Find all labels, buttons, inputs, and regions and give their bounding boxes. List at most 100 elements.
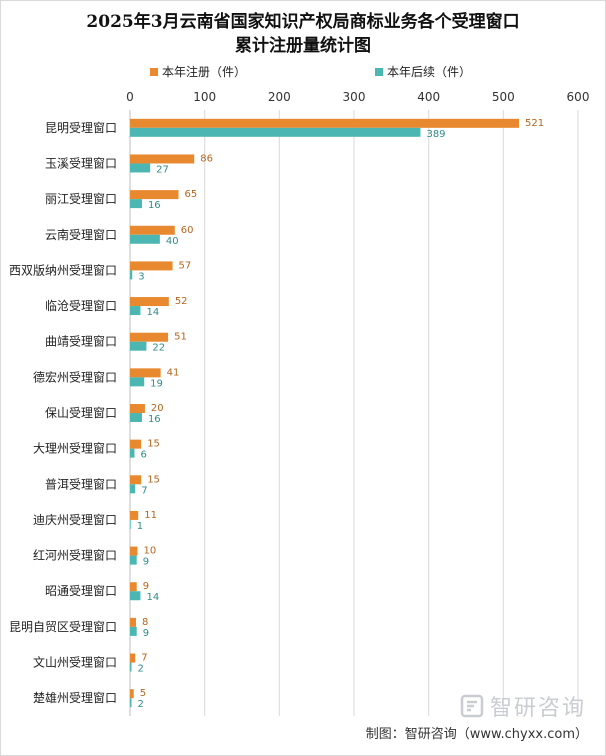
data-label-series1: 65: [185, 189, 198, 200]
category-label: 保山受理窗口: [45, 406, 117, 420]
category-label: 红河州受理窗口: [33, 548, 117, 563]
watermark-text: 智研咨询: [489, 696, 586, 721]
data-label-series2: 14: [146, 592, 159, 603]
data-label-series2: 40: [166, 236, 179, 247]
category-label: 楚雄州受理窗口: [33, 690, 117, 705]
category-label: 昆明自贸区受理窗口: [9, 620, 117, 634]
x-tick-label: 600: [567, 90, 590, 104]
bar-series1: [130, 475, 142, 485]
title-line-2: 累计注册量统计图: [235, 36, 371, 56]
bar-series1: [130, 617, 136, 627]
bar-series2: [130, 270, 133, 280]
bar-series2: [130, 448, 135, 458]
bar-series1: [130, 510, 139, 520]
watermark: 智研咨询: [460, 690, 586, 722]
data-label-series2: 9: [143, 628, 149, 639]
data-label-series1: 5: [140, 688, 146, 699]
bar-series2: [130, 377, 145, 387]
bar-series1: [130, 190, 179, 200]
bar-series1: [130, 118, 520, 128]
data-label-series1: 15: [147, 439, 160, 450]
bar-series2: [130, 163, 151, 173]
data-label-series1: 7: [141, 653, 147, 664]
bar-series2: [130, 662, 132, 672]
category-label: 德宏州受理窗口: [33, 369, 117, 384]
bar-series2: [130, 591, 141, 601]
bar-series2: [130, 698, 132, 708]
legend-swatch-series1: [150, 67, 158, 76]
data-label-series2: 16: [148, 414, 161, 425]
bar-series1: [130, 439, 142, 449]
data-label-series2: 19: [150, 378, 163, 389]
category-label: 文山州受理窗口: [33, 655, 117, 670]
category-label: 丽江受理窗口: [45, 192, 117, 206]
category-label: 云南受理窗口: [45, 227, 117, 242]
x-tick-label: 200: [268, 90, 291, 104]
data-label-series2: 22: [152, 343, 165, 354]
category-label: 普洱受理窗口: [45, 477, 117, 491]
data-label-series2: 9: [143, 557, 149, 568]
bar-series2: [130, 127, 421, 137]
data-label-series2: 389: [426, 129, 445, 140]
bar-series2: [130, 413, 142, 422]
data-label-series2: 16: [148, 200, 161, 211]
data-label-series1: 11: [144, 510, 157, 521]
x-tick-label: 400: [417, 90, 440, 104]
data-label-series2: 27: [156, 164, 169, 175]
data-label-series1: 52: [175, 296, 188, 307]
bar-series1: [130, 261, 173, 271]
bar-series2: [130, 626, 137, 636]
bar-series2: [130, 199, 142, 209]
data-label-series1: 8: [142, 617, 148, 628]
legend-swatch-series2: [375, 67, 383, 76]
bar-series1: [130, 332, 169, 342]
legend-item-series1: 本年注册（件）: [150, 63, 246, 80]
category-label: 玉溪受理窗口: [45, 156, 117, 170]
bar-series1: [130, 653, 136, 663]
bar-series2: [130, 234, 160, 244]
data-label-series1: 20: [151, 403, 164, 414]
legend: 本年注册（件） 本年后续（件）: [0, 63, 606, 81]
data-label-series1: 57: [179, 260, 192, 271]
bar-series2: [130, 555, 137, 565]
x-tick-label: 100: [193, 90, 216, 104]
data-label-series2: 2: [137, 699, 143, 710]
data-label-series1: 9: [143, 581, 149, 592]
category-label: 昭通受理窗口: [45, 584, 117, 598]
bar-series2: [130, 519, 131, 529]
data-label-series2: 2: [137, 664, 143, 675]
bar-series2: [130, 306, 141, 316]
category-label: 西双版纳州受理窗口: [9, 263, 117, 277]
brand-logo-icon: [460, 694, 484, 718]
x-tick-label: 0: [126, 90, 134, 104]
data-label-series1: 86: [200, 153, 213, 164]
data-label-series1: 51: [174, 332, 187, 343]
bar-series1: [130, 225, 175, 235]
data-label-series2: 3: [138, 271, 144, 282]
x-tick-label: 500: [492, 90, 515, 104]
data-label-series1: 10: [143, 546, 156, 557]
category-label: 临沧受理窗口: [45, 298, 117, 313]
bar-series1: [130, 368, 161, 378]
category-label: 曲靖受理窗口: [45, 335, 117, 349]
chart-title: 2025年3月云南省国家知识产权局商标业务各个受理窗口 累计注册量统计图: [0, 10, 606, 58]
bar-series1: [130, 404, 145, 413]
data-label-series1: 41: [167, 367, 180, 378]
category-label: 迪庆州受理窗口: [33, 513, 117, 527]
x-tick-label: 300: [343, 90, 366, 104]
data-label-series1: 60: [181, 225, 194, 236]
data-label-series2: 6: [140, 450, 146, 461]
bar-series1: [130, 154, 195, 164]
data-label-series2: 14: [146, 307, 159, 318]
legend-item-series2: 本年后续（件）: [375, 63, 471, 80]
bar-series1: [130, 689, 134, 699]
data-label-series2: 7: [141, 485, 147, 496]
bar-series1: [130, 582, 137, 592]
chart-source: 制图：智研咨询（www.chyxx.com）: [365, 727, 588, 742]
data-label-series1: 521: [525, 118, 544, 129]
data-label-series1: 15: [147, 474, 160, 485]
title-line-1: 2025年3月云南省国家知识产权局商标业务各个受理窗口: [86, 12, 520, 32]
legend-label-series1: 本年注册（件）: [162, 65, 247, 79]
bar-series1: [130, 546, 138, 556]
category-label: 昆明受理窗口: [45, 121, 117, 135]
